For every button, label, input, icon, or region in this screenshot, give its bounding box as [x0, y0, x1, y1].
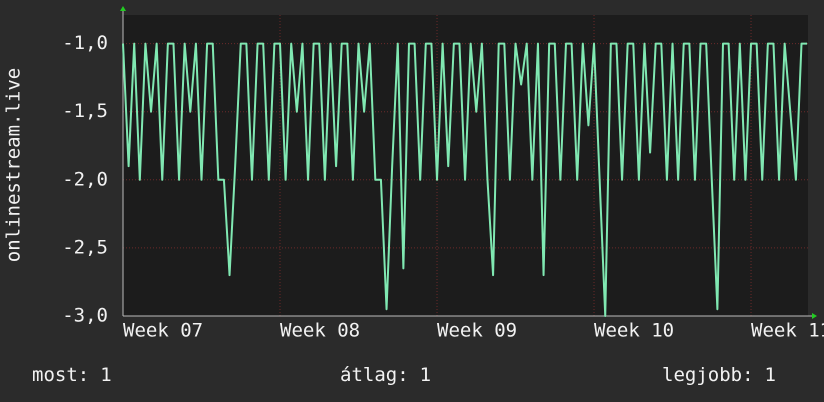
y-tick-label: -1,5 [62, 100, 108, 122]
legend-label: most: [32, 364, 89, 386]
x-tick-label: Week 07 [123, 320, 203, 342]
x-tick-label: Week 08 [280, 320, 360, 342]
legend-entry: átlag: 1 [340, 364, 431, 386]
x-tick-label: Week 09 [437, 320, 517, 342]
y-tick-label: -2,0 [62, 168, 108, 190]
y-tick-label: -2,5 [62, 236, 108, 258]
legend-value: 1 [420, 364, 431, 386]
x-tick-label: Week 11 [751, 320, 824, 342]
y-axis-arrow [120, 6, 126, 11]
legend-entry: most: 1 [32, 364, 112, 386]
y-axis-label: onlinestream.live [3, 68, 25, 262]
legend-entry: legjobb: 1 [662, 364, 776, 386]
y-tick-label: -1,0 [62, 32, 108, 54]
legend-label: átlag: [340, 364, 409, 386]
y-tick-label: -3,0 [62, 305, 108, 327]
x-axis-arrow [812, 313, 817, 319]
legend-value: 1 [765, 364, 776, 386]
x-tick-label: Week 10 [594, 320, 674, 342]
data-line [122, 42, 808, 317]
legend-label: legjobb: [662, 364, 754, 386]
legend-value: 1 [100, 364, 111, 386]
